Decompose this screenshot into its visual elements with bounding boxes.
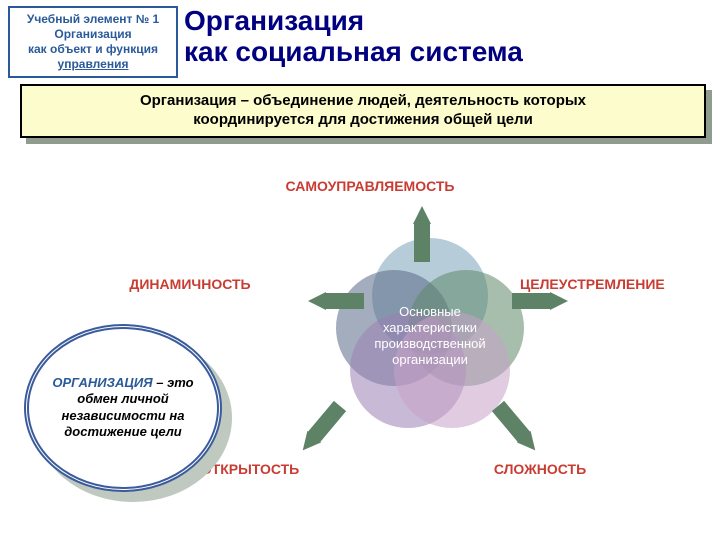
venn-l3: производственной	[360, 336, 500, 352]
title-line2: как социальная система	[184, 37, 523, 68]
page-title: Организация как социальная система	[184, 6, 523, 78]
diagram-area: САМОУПРАВЛЯЕМОСТЬ ДИНАМИЧНОСТЬ ЦЕЛЕУСТРЕ…	[0, 146, 720, 526]
venn-l2: характеристики	[360, 320, 500, 336]
lesson-line2: Организация	[16, 27, 170, 42]
title-line1: Организация	[184, 6, 523, 37]
banner-line2: координируется для достижения общей цели	[46, 111, 680, 130]
label-right: ЦЕЛЕУСТРЕМЛЕНИЕ	[520, 276, 665, 292]
org-ellipse: ОРГАНИЗАЦИЯ – это обмен личной независим…	[24, 324, 222, 492]
label-left: ДИНАМИЧНОСТЬ	[129, 276, 250, 292]
org-text: ОРГАНИЗАЦИЯ – это обмен личной независим…	[45, 375, 201, 440]
lesson-line1: Учебный элемент № 1	[16, 12, 170, 27]
venn-l1: Основные	[360, 304, 500, 320]
lesson-element-box: Учебный элемент № 1 Организация как объе…	[8, 6, 178, 78]
banner-content: Организация – объединение людей, деятель…	[20, 84, 706, 138]
org-ellipse-body: ОРГАНИЗАЦИЯ – это обмен личной независим…	[24, 324, 222, 492]
definition-banner: Организация – объединение людей, деятель…	[20, 84, 706, 138]
label-bottom-right: СЛОЖНОСТЬ	[494, 461, 586, 477]
venn-center-text: Основные характеристики производственной…	[360, 304, 500, 369]
org-title: ОРГАНИЗАЦИЯ	[52, 375, 156, 390]
label-top: САМОУПРАВЛЯЕМОСТЬ	[286, 178, 455, 194]
venn-l4: организации	[360, 352, 500, 368]
lesson-line3: как объект и функция	[16, 42, 170, 57]
banner-line1: Организация – объединение людей, деятель…	[46, 92, 680, 111]
lesson-line4: управления	[16, 57, 170, 72]
